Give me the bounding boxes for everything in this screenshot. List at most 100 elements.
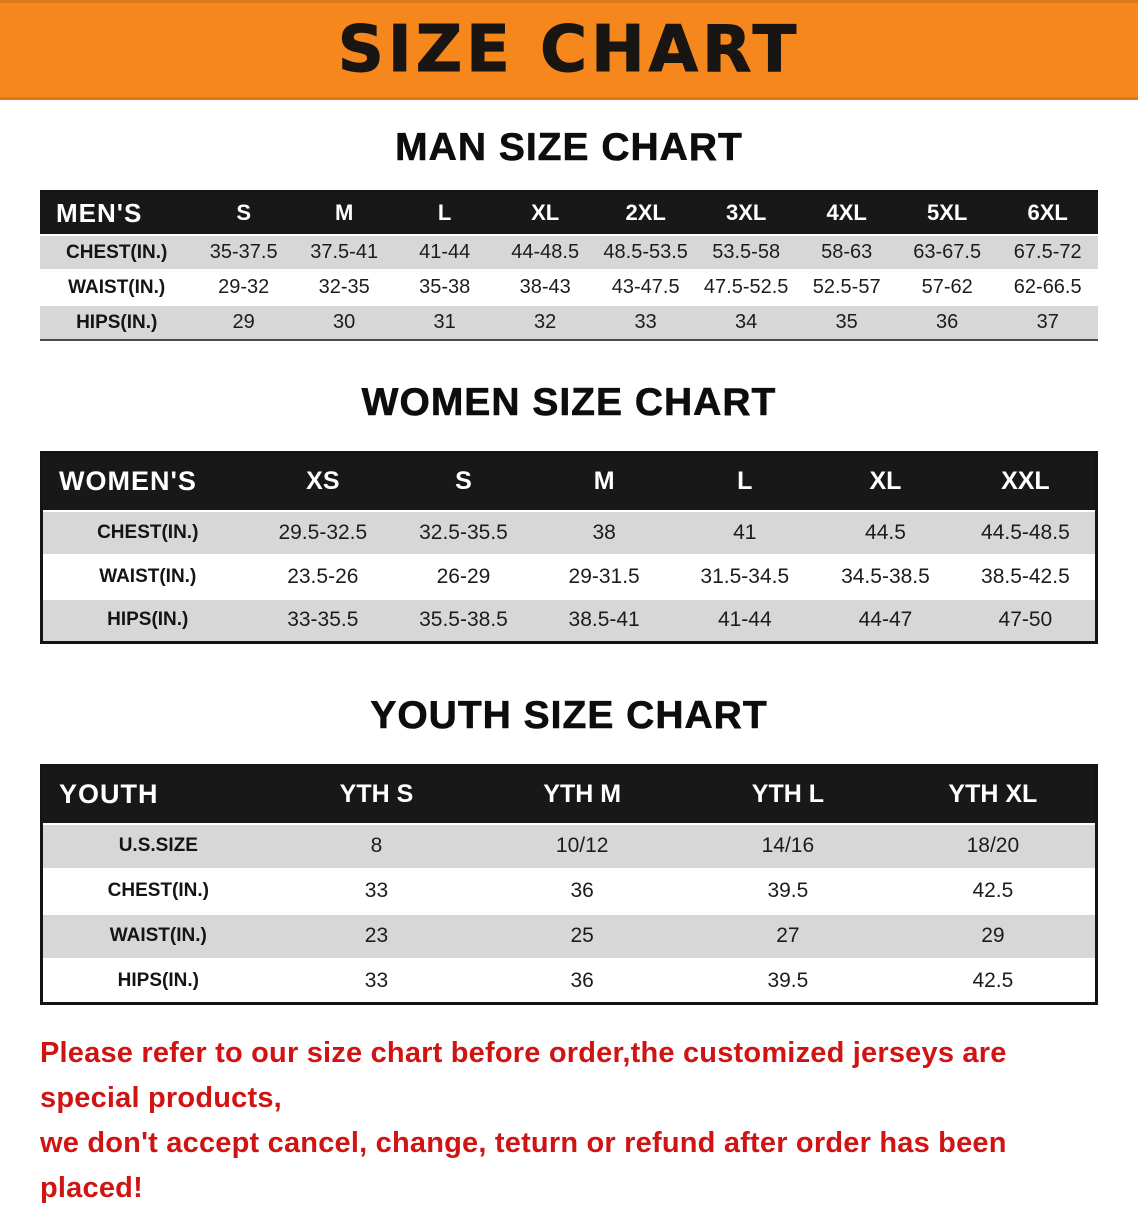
size-header-cell: XL [494, 191, 596, 235]
value-cell: 26-29 [436, 564, 491, 588]
value-cell: 34 [735, 311, 758, 333]
value-cell: 32 [534, 311, 557, 333]
value-cell: 27 [776, 924, 800, 947]
table-header-row: YOUTH YTH S YTH M YTH L YTH XL [41, 765, 1097, 824]
footer-note: Please refer to our size chart before or… [40, 1031, 1098, 1211]
page-title: SIZE CHART [337, 13, 801, 88]
size-header-cell: XXL [955, 452, 1097, 511]
size-header-cell: M [533, 452, 675, 511]
row-label-cell: HIPS(IN.) [117, 969, 199, 991]
row-label-cell: U.S.SIZE [118, 835, 198, 856]
value-cell: 47-50 [998, 608, 1053, 632]
table-row: HIPS(IN.) 33-35.5 35.5-38.5 38.5-41 41-44 44-… [41, 598, 1097, 643]
value-cell: 14/16 [761, 834, 815, 857]
row-label-cell: CHEST(IN.) [97, 521, 199, 543]
value-cell: 32.5-35.5 [419, 520, 508, 544]
size-header-cell: YTH M [479, 765, 686, 824]
size-header-cell: 3XL [695, 191, 797, 235]
value-cell: 34.5-38.5 [841, 564, 930, 588]
size-header-cell: XL [815, 452, 956, 511]
size-header-cell: YTH XL [890, 765, 1097, 824]
value-cell: 57-62 [921, 276, 973, 298]
value-cell: 37.5-41 [310, 241, 379, 263]
value-cell: 8 [370, 834, 383, 857]
footer-note-line2: we don't accept cancel, change, teturn o… [40, 1126, 1007, 1204]
row-label-cell: HIPS(IN.) [76, 311, 158, 333]
size-header-cell: S [193, 191, 294, 235]
row-label-cell: WAIST(IN.) [109, 925, 207, 946]
footer-note-line1: Please refer to our size chart before or… [40, 1037, 1007, 1114]
content: MAN SIZE CHART MEN'S S M L XL 2XL 3XL 4XL 5XL 6XL… [0, 100, 1138, 1211]
row-label-cell: CHEST(IN.) [107, 880, 209, 901]
value-cell: 36 [570, 879, 594, 902]
value-cell: 35-38 [419, 276, 471, 298]
table-row: WAIST(IN.) 29-32 32-35 35-38 38-43 43-47.5 47.… [40, 270, 1098, 305]
size-header-cell: 6XL [997, 191, 1098, 235]
table-title-cell: YOUTH [41, 765, 274, 824]
row-label-cell: WAIST(IN.) [68, 276, 166, 298]
row-label-cell: WAIST(IN.) [99, 565, 197, 587]
value-cell: 48.5-53.5 [603, 241, 688, 263]
value-cell: 30 [333, 311, 356, 333]
value-cell: 31.5-34.5 [700, 564, 790, 588]
value-cell: 23.5-26 [287, 564, 359, 588]
table-header-row: MEN'S S M L XL 2XL 3XL 4XL 5XL 6XL [40, 191, 1098, 235]
value-cell: 33 [364, 879, 389, 902]
value-cell: 53.5-58 [712, 241, 781, 263]
table-header-row: WOMEN'S XS S M L XL XXL [41, 452, 1097, 511]
value-cell: 10/12 [555, 834, 609, 857]
value-cell: 32-35 [318, 276, 370, 298]
value-cell: 23 [364, 924, 389, 947]
size-header-cell: XS [252, 452, 394, 511]
value-cell: 33 [364, 968, 389, 992]
men-size-table: MEN'S S M L XL 2XL 3XL 4XL 5XL 6XL CHEST(IN.) 35-37… [40, 190, 1098, 341]
women-size-section: WOMEN SIZE CHART WOMEN'S XS S M L XL XXL CHEST(… [40, 381, 1098, 644]
value-cell: 41-44 [717, 608, 772, 632]
value-cell: 38 [592, 520, 616, 544]
value-cell: 33-35.5 [287, 608, 359, 632]
table-row: HIPS(IN.) 29 30 31 32 33 34 35 36 37 [40, 305, 1098, 340]
value-cell: 38.5-42.5 [981, 564, 1070, 588]
size-chart-banner: SIZE CHART [0, 0, 1138, 100]
size-header-cell: S [393, 452, 534, 511]
row-label-cell: CHEST(IN.) [66, 241, 168, 263]
size-header-cell: YTH L [685, 765, 891, 824]
value-cell: 39.5 [767, 968, 809, 992]
row-label-cell: HIPS(IN.) [107, 609, 189, 631]
value-cell: 52.5-57 [812, 276, 881, 298]
value-cell: 36 [570, 968, 594, 992]
value-cell: 29 [981, 924, 1005, 947]
size-header-cell: L [394, 191, 495, 235]
size-header-cell: M [293, 191, 395, 235]
youth-size-section: YOUTH SIZE CHART YOUTH YTH S YTH M YTH L YTH… [40, 694, 1098, 1005]
table-title-cell: MEN'S [40, 191, 194, 235]
table-row: CHEST(IN.) 33 36 39.5 42.5 [41, 868, 1097, 914]
size-header-cell: 5XL [896, 191, 998, 235]
value-cell: 39.5 [767, 879, 809, 902]
value-cell: 35 [835, 311, 858, 333]
value-cell: 62-66.5 [1013, 276, 1082, 298]
value-cell: 29 [232, 311, 255, 333]
value-cell: 35.5-38.5 [419, 608, 508, 632]
value-cell: 44.5-48.5 [981, 520, 1070, 544]
value-cell: 35-37.5 [209, 241, 278, 263]
table-row: CHEST(IN.) 29.5-32.5 32.5-35.5 38 41 44.5 44.5… [41, 510, 1097, 555]
men-size-section: MAN SIZE CHART MEN'S S M L XL 2XL 3XL 4XL 5XL 6XL… [40, 126, 1098, 341]
size-header-cell: YTH S [273, 765, 480, 824]
size-header-cell: L [674, 452, 816, 511]
size-header-cell: 2XL [595, 191, 696, 235]
table-row: U.S.SIZE 8 10/12 14/16 18/20 [41, 823, 1097, 869]
value-cell: 25 [570, 924, 594, 947]
value-cell: 42.5 [972, 879, 1014, 902]
value-cell: 47.5-52.5 [703, 276, 789, 298]
value-cell: 36 [936, 311, 959, 333]
value-cell: 41-44 [419, 241, 471, 263]
value-cell: 67.5-72 [1013, 241, 1082, 263]
size-header-cell: 4XL [796, 191, 897, 235]
value-cell: 29-32 [218, 276, 270, 298]
value-cell: 37 [1036, 311, 1059, 333]
table-row: CHEST(IN.) 35-37.5 37.5-41 41-44 44-48.5 48.5… [40, 235, 1098, 270]
value-cell: 44-48.5 [511, 241, 580, 263]
value-cell: 42.5 [972, 968, 1014, 992]
